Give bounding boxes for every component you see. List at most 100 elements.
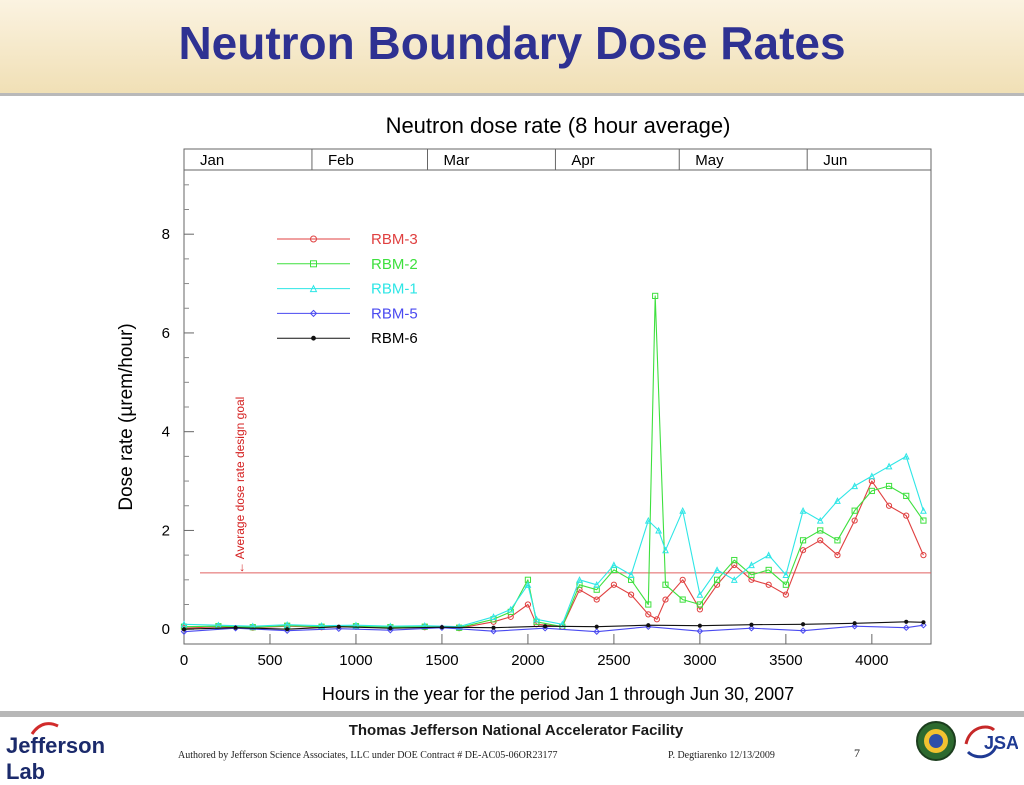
data-point [816,516,824,524]
data-point [439,625,445,630]
data-point [679,596,686,603]
data-point [696,627,704,635]
data-point [851,517,858,524]
data-point [646,623,651,628]
month-label-jan: Jan [200,152,224,169]
data-point [834,497,841,504]
data-point [765,566,772,574]
data-point [920,506,927,514]
legend-label-rbm-6: RBM-6 [371,330,418,347]
series-line-rbm-3 [183,480,924,629]
data-point [834,552,841,559]
x-tick-label: 1000 [339,652,372,669]
month-label-jun: Jun [823,152,847,169]
x-tick-label: 4000 [855,652,888,669]
legend-label-rbm-3: RBM-3 [371,231,418,248]
data-point [697,623,702,628]
jsa-logo-icon: JSA [964,725,1018,759]
data-point [311,335,316,341]
data-point [921,620,926,625]
x-tick-label: 2000 [511,652,544,669]
data-point [310,235,317,243]
data-point [610,581,618,588]
chart-title: Neutron dose rate (8 hour average) [386,113,731,138]
footer-divider [0,711,1024,717]
series-line-rbm-5 [183,624,924,633]
design-goal-label: ← Average dose rate design goal [233,397,247,574]
data-point [868,487,875,495]
data-point [576,576,583,583]
data-point [233,625,238,630]
data-point [524,601,532,608]
legend-label-rbm-1: RBM-1 [371,281,418,298]
data-point [782,571,790,578]
month-label-mar: Mar [443,152,469,169]
data-point [920,621,927,629]
data-point [180,620,188,628]
x-tick-label: 3500 [769,652,802,669]
page-number: 7 [854,746,860,760]
x-tick-label: 500 [257,652,282,669]
data-point [645,601,652,608]
legend-label-rbm-5: RBM-5 [371,305,418,322]
legend-label-rbm-2: RBM-2 [371,256,418,273]
data-point [593,596,600,603]
data-point [817,527,824,534]
dose-rate-chart: Neutron dose rate (8 hour average) Jan Feb… [116,113,932,704]
data-point [336,624,341,629]
x-axis-label: Hours in the year for the period Jan 1 t… [322,684,794,704]
jefferson-lab-wordmark: Jefferson Lab [6,733,106,784]
data-point [309,284,318,293]
data-point [653,616,660,623]
data-point [852,621,857,626]
data-point [388,626,393,631]
facility-name: Thomas Jefferson National Accelerator Fa… [348,722,684,739]
data-point [799,547,807,554]
data-point [644,516,652,524]
data-point [885,502,893,509]
data-point [679,576,686,583]
data-point [885,462,893,470]
month-label-apr: Apr [571,152,594,169]
series-line-rbm-1 [183,455,924,628]
author-date: P. Degtiarenko 12/13/2009 [668,750,775,761]
data-point [851,622,858,630]
data-point [902,452,910,460]
data-point [593,581,601,588]
data-point [285,627,290,632]
data-point [318,622,325,629]
x-tick-label: 0 [180,652,188,669]
data-point [610,561,618,569]
title-band [0,0,1024,96]
y-axis-label: Dose rate (µrem/hour) [116,323,137,510]
data-point [181,627,187,632]
y-tick-label: 0 [162,621,170,638]
data-point [851,482,859,490]
data-point [851,507,858,514]
data-point [748,571,755,578]
y-tick-label: 6 [162,325,170,342]
data-point [310,260,317,268]
svg-text:JSA: JSA [984,733,1018,753]
data-point [902,624,910,632]
slide-title: Neutron Boundary Dose Rates [178,17,846,69]
x-tick-label: 3000 [683,652,716,669]
data-point [490,627,497,635]
data-point [904,619,909,624]
data-point [533,615,540,623]
y-tick-label: 4 [162,424,170,441]
x-tick-label: 1500 [425,652,458,669]
data-point [662,546,669,554]
data-point [594,624,599,629]
data-point [920,552,927,559]
data-point [868,472,876,480]
data-point [885,482,893,490]
data-point [800,622,806,627]
data-point [655,526,663,534]
data-point [524,581,532,588]
data-point [765,551,773,559]
data-point [309,309,318,318]
data-point [543,624,548,629]
data-point [903,512,910,519]
data-point [679,506,687,514]
